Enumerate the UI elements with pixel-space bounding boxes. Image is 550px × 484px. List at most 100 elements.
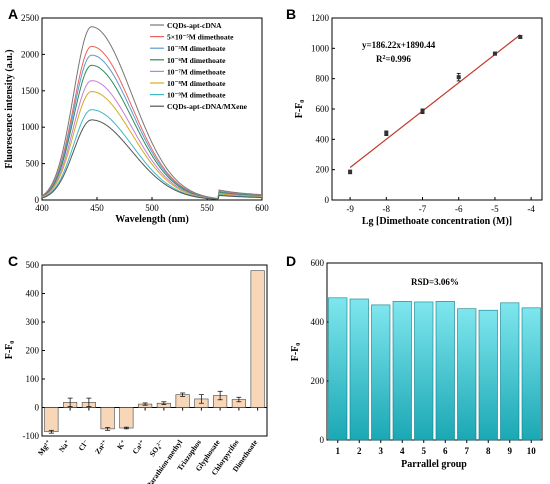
y-tick-label-b: 400 — [316, 134, 330, 144]
legend-label: 10⁻⁵M dimethoate — [167, 44, 226, 53]
axis-ticks-a: 400 450 500 550 600 0 500 1000 1500 2000 2500 — [21, 13, 269, 213]
fit-line — [349, 34, 521, 168]
panel-d: D 0 200 400 600 1 2 3 4 5 6 7 8 9 10 RSD=3.06% Parral… — [286, 253, 543, 470]
bar — [250, 270, 265, 408]
spectrum-line — [41, 80, 263, 200]
spectrum-line — [41, 64, 263, 200]
y-tick-label-a: 2500 — [21, 13, 40, 23]
x-tick-label-a: 450 — [90, 203, 104, 213]
x-tick-label-d: 5 — [422, 446, 427, 456]
x-tick-label-d: 7 — [465, 446, 470, 456]
bar — [100, 407, 115, 430]
panel-label-c: C — [8, 253, 18, 269]
y-axis-label-b: F-F₀ — [294, 100, 305, 119]
category-label: Ca²⁺ — [131, 438, 147, 456]
x-tick-label-d: 6 — [443, 446, 448, 456]
legend-label: 10⁻⁶M dimethoate — [167, 56, 226, 65]
plot-frame-d — [326, 262, 543, 441]
category-label: SO₄²⁻ — [148, 438, 166, 458]
selectivity-bars: Mg²⁺ Na⁺ Cl⁻ Zn²⁺ K⁺ Ca²⁺ SO₄²⁻Parathion-methy… — [36, 270, 265, 484]
calibration-plot — [348, 34, 523, 175]
spectrum-line — [41, 90, 263, 200]
data-point — [384, 131, 389, 136]
y-tick-label-b: 0 — [325, 195, 330, 205]
y-tick-label-c: 0 — [35, 403, 40, 413]
y-tick-label-b: 1200 — [311, 13, 330, 23]
y-tick-label-c: -100 — [23, 431, 40, 441]
y-tick-label-b: 800 — [316, 74, 330, 84]
x-tick-label-d: 3 — [379, 446, 384, 456]
panel-label-a: A — [8, 6, 18, 22]
data-point — [420, 109, 425, 114]
x-tick-label-b: -5 — [491, 204, 499, 214]
y-tick-label-c: 300 — [26, 317, 40, 327]
rsd-annotation: RSD=3.06% — [411, 277, 459, 287]
legend-label: 10⁻⁹M dimethoate — [167, 91, 226, 100]
x-tick-label-a: 500 — [145, 203, 159, 213]
bar — [371, 304, 391, 441]
y-tick-label-c: 100 — [26, 374, 40, 384]
bar — [478, 309, 498, 441]
y-tick-label-a: 1000 — [21, 122, 40, 132]
x-tick-label-d: 10 — [527, 446, 537, 456]
x-tick-label-b: -8 — [383, 204, 391, 214]
r-squared: R2=0.996 — [376, 54, 411, 64]
y-tick-label-a: 2000 — [21, 49, 40, 59]
plot-frame-c — [41, 264, 268, 437]
x-tick-label-b: -6 — [455, 204, 463, 214]
data-point — [348, 169, 353, 174]
y-tick-label-c: 400 — [26, 289, 40, 299]
y-tick-label-d: 600 — [311, 258, 325, 268]
x-axis-label-b: Lg [Dimethoate concentration (M)] — [362, 216, 512, 227]
bar — [414, 301, 434, 441]
reproducibility-bars — [328, 297, 541, 441]
y-axis-label-a: Fluorescence intensity (a.u.) — [4, 49, 15, 168]
panel-a: A 400 450 500 550 600 0 500 1000 1500 2000 2500 CQ… — [4, 6, 269, 225]
bar — [392, 301, 412, 441]
spectrum-line — [41, 119, 263, 200]
category-label: Cl⁻ — [77, 438, 91, 453]
x-tick-label-a: 550 — [200, 203, 214, 213]
data-point — [492, 51, 497, 56]
x-tick-label-d: 4 — [400, 446, 405, 456]
x-tick-label-d: 9 — [508, 446, 513, 456]
spectra-lines — [41, 26, 263, 200]
x-tick-label-a: 600 — [255, 203, 269, 213]
x-tick-label-d: 2 — [357, 446, 362, 456]
y-tick-label-d: 0 — [320, 435, 325, 445]
legend-label: 5×10⁻⁵M dimethoate — [167, 33, 234, 42]
legend-label: CQDs-apt-cDNA/MXene — [167, 102, 248, 111]
bar — [119, 407, 134, 429]
legend-label: CQDs-apt-cDNA — [167, 21, 222, 30]
y-tick-label-c: 200 — [26, 346, 40, 356]
bar — [435, 301, 455, 441]
spectrum-line — [41, 26, 263, 199]
bar — [328, 297, 348, 441]
x-tick-label-a: 400 — [35, 203, 49, 213]
y-axis-label-c: F-F₀ — [4, 341, 15, 360]
y-tick-label-b: 1000 — [311, 43, 330, 53]
panel-b: B -9 -8 -7 -6 -5 -4 0 200 400 600 800 1000 1200 y=18… — [286, 6, 543, 227]
category-label: Zn²⁺ — [93, 438, 109, 456]
x-axis-label-d: Parrallel group — [401, 459, 467, 470]
y-tick-label-a: 500 — [26, 159, 40, 169]
x-tick-label-d: 1 — [336, 446, 341, 456]
bar — [457, 308, 477, 441]
axis-ticks-c: -100 0 100 200 300 400 500 — [23, 260, 267, 441]
legend-label: 10⁻⁸M dimethoate — [167, 79, 226, 88]
panel-label-d: D — [286, 253, 296, 269]
fit-equation: y=186.22x+1890.44 — [362, 40, 436, 50]
x-tick-label-b: -4 — [527, 204, 535, 214]
category-label: Na⁺ — [57, 438, 72, 454]
y-tick-label-d: 400 — [311, 317, 325, 327]
category-label: Parathion-methyl — [144, 438, 184, 484]
y-tick-label-d: 200 — [311, 376, 325, 386]
bar — [44, 407, 59, 433]
bar — [521, 307, 541, 441]
x-tick-label-d: 8 — [486, 446, 491, 456]
data-point — [456, 75, 461, 80]
y-tick-label-b: 200 — [316, 165, 330, 175]
category-label: K⁺ — [115, 438, 128, 451]
